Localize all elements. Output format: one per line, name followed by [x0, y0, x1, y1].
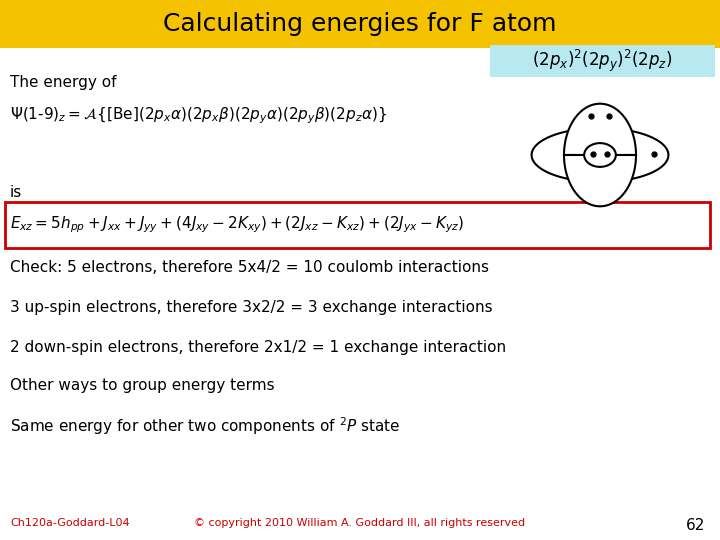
- Text: $(2p_x)^2(2p_y)^2(2p_z)$: $(2p_x)^2(2p_y)^2(2p_z)$: [532, 48, 672, 74]
- Polygon shape: [564, 104, 636, 155]
- Text: Other ways to group energy terms: Other ways to group energy terms: [10, 378, 274, 393]
- Polygon shape: [564, 155, 636, 206]
- Text: Check: 5 electrons, therefore 5x4/2 = 10 coulomb interactions: Check: 5 electrons, therefore 5x4/2 = 10…: [10, 260, 489, 275]
- Bar: [5, 202, 710, 248]
- Text: $\Psi(1\text{-}9)_z = \mathcal{A}\{[\mathrm{Be}](2p_x\alpha)(2p_x\beta)(2p_y\alp: $\Psi(1\text{-}9)_z = \mathcal{A}\{[\mat…: [10, 105, 387, 126]
- Text: is: is: [10, 185, 22, 200]
- Text: 2 down-spin electrons, therefore 2x1/2 = 1 exchange interaction: 2 down-spin electrons, therefore 2x1/2 =…: [10, 340, 506, 355]
- Text: Calculating energies for F atom: Calculating energies for F atom: [163, 12, 557, 36]
- Text: $E_{xz} = 5h_{pp} + J_{xx}+ J_{yy}+ (4J_{xy} - 2K_{xy}) + (2J_{xz} - K_{xz}) + (: $E_{xz} = 5h_{pp} + J_{xx}+ J_{yy}+ (4J_…: [10, 215, 464, 235]
- Text: 62: 62: [685, 518, 705, 533]
- Text: Ch120a-Goddard-L04: Ch120a-Goddard-L04: [10, 518, 130, 528]
- Text: The energy of: The energy of: [10, 75, 117, 90]
- Polygon shape: [600, 128, 668, 182]
- Bar: [0, 0, 720, 48]
- Circle shape: [584, 143, 616, 167]
- Polygon shape: [531, 128, 600, 182]
- Text: © copyright 2010 William A. Goddard III, all rights reserved: © copyright 2010 William A. Goddard III,…: [194, 518, 526, 528]
- Text: 3 up-spin electrons, therefore 3x2/2 = 3 exchange interactions: 3 up-spin electrons, therefore 3x2/2 = 3…: [10, 300, 492, 315]
- Bar: [490, 45, 715, 77]
- Text: Same energy for other two components of $^2P$ state: Same energy for other two components of …: [10, 415, 400, 437]
